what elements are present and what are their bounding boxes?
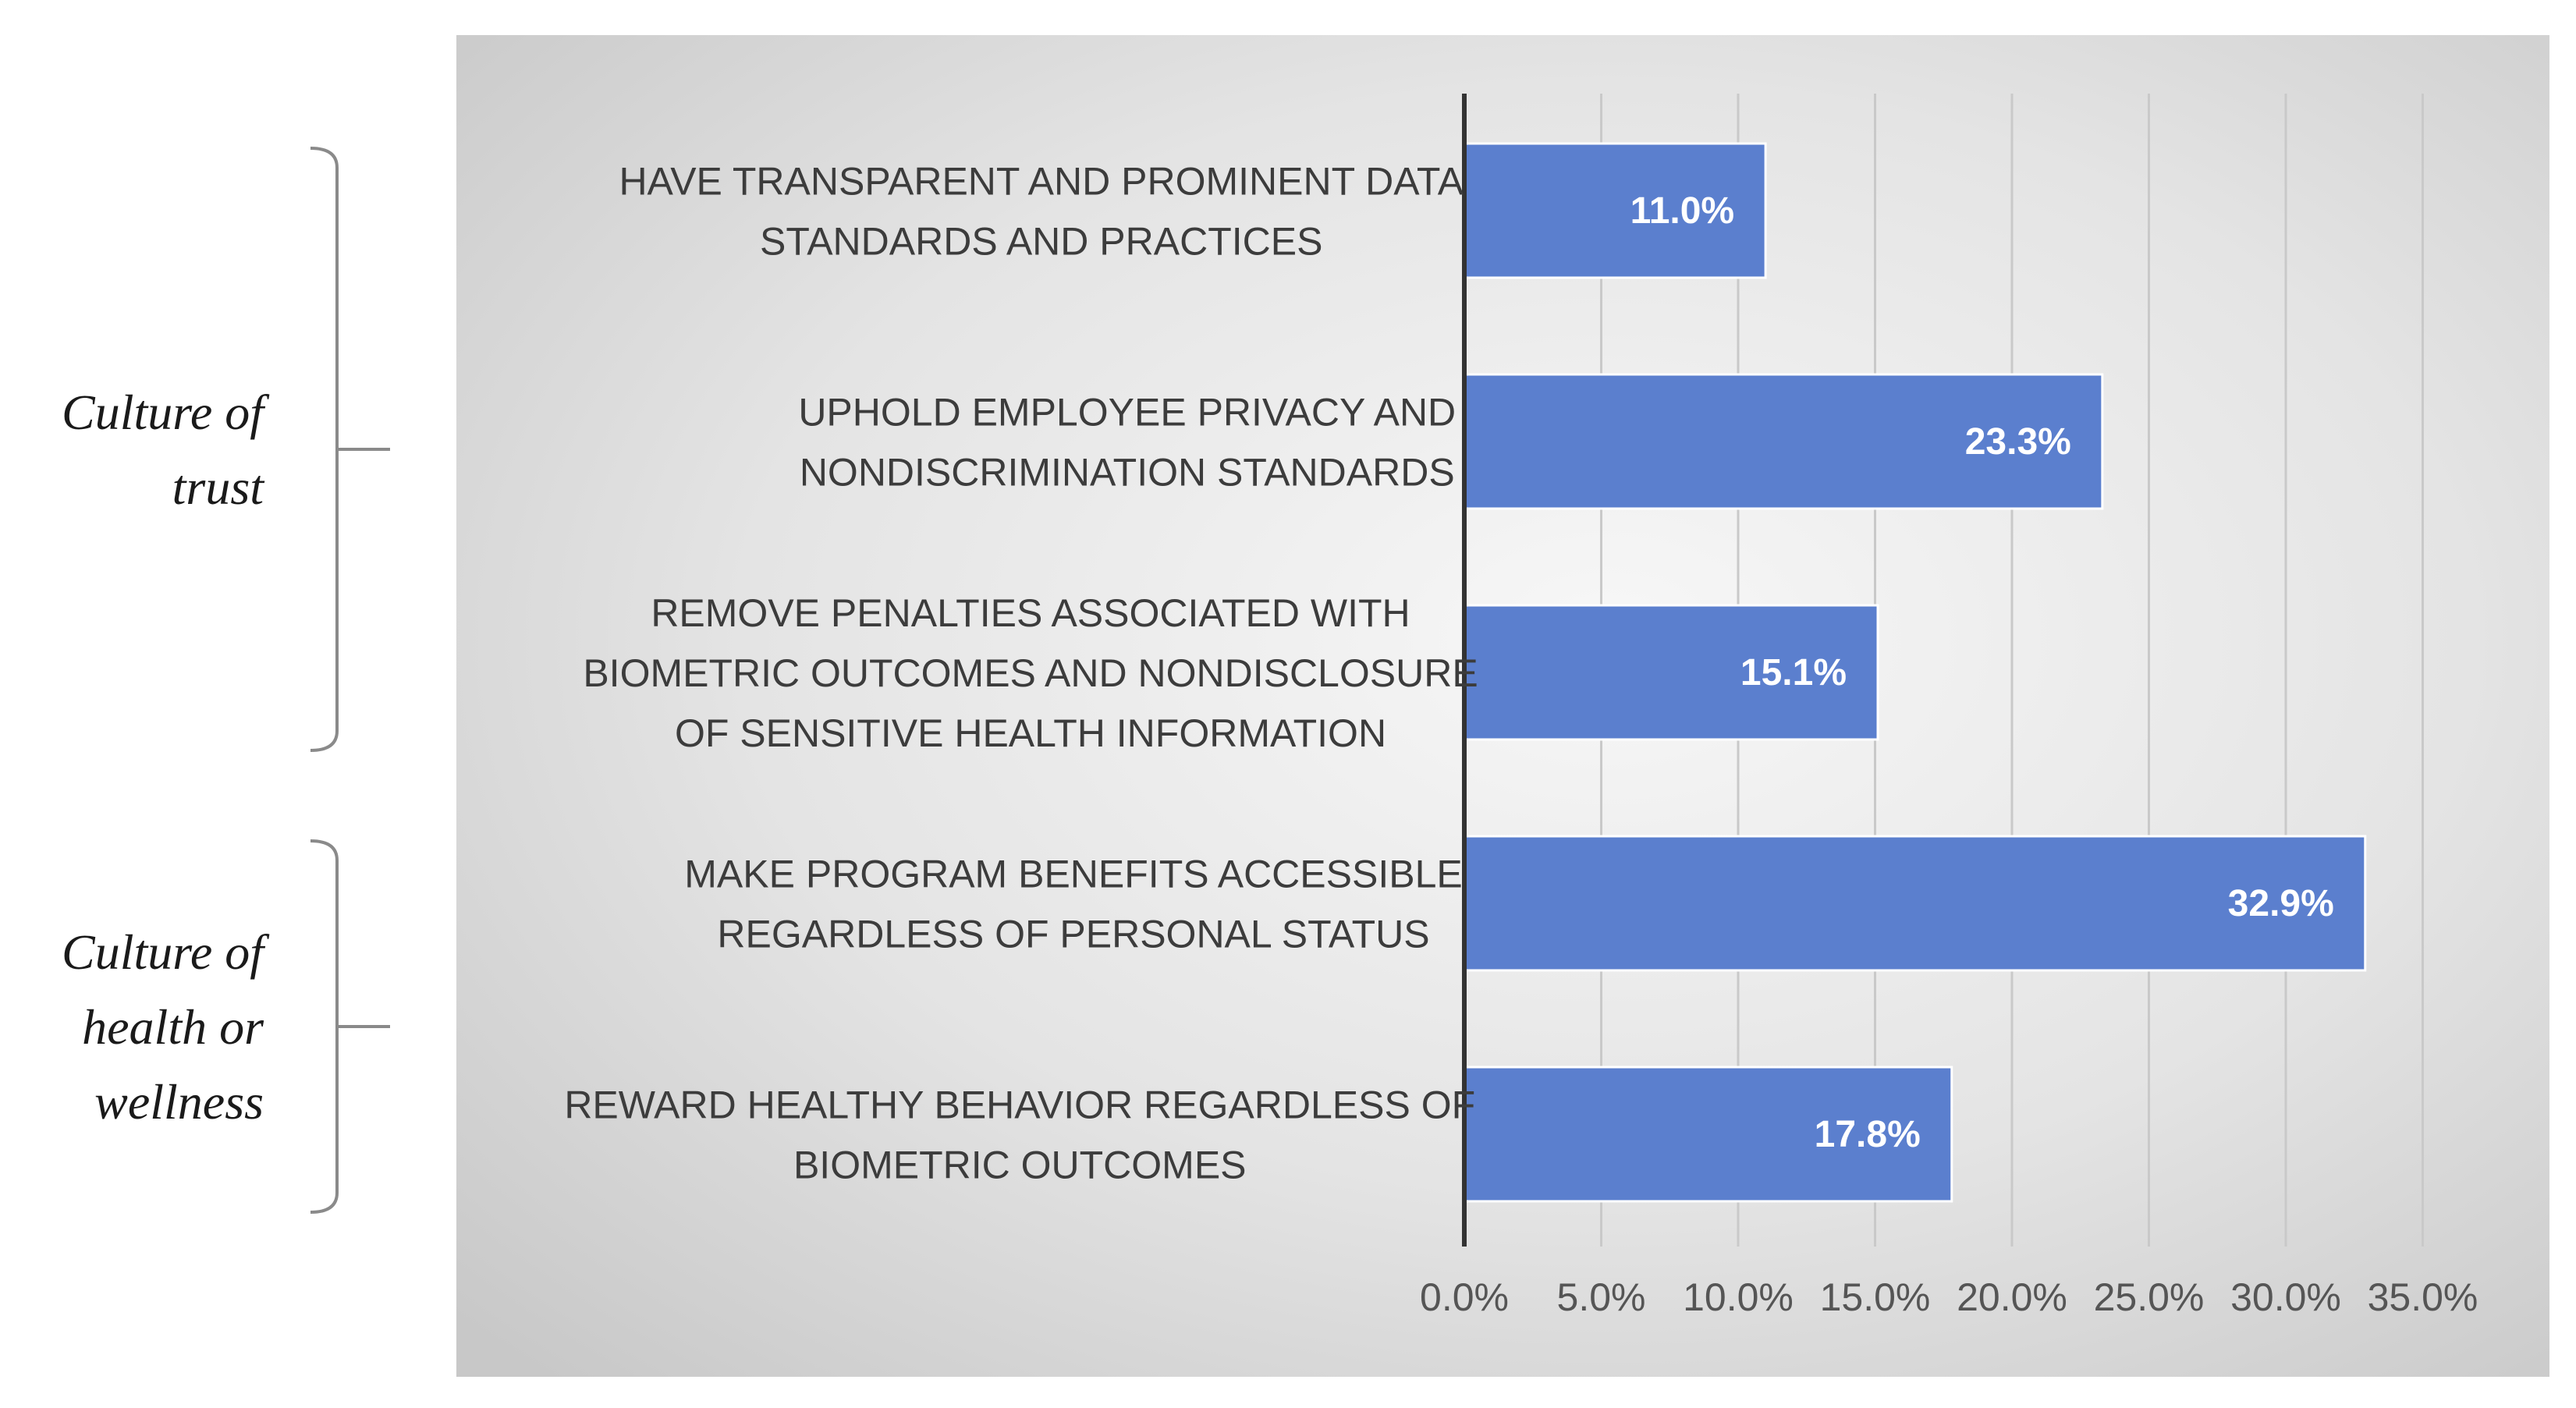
group-annotations: Culture of trust Culture of health or wellne…	[62, 147, 390, 1214]
category-label: MAKE PROGRAM BENEFITS ACCESSIBLE REGARDLE…	[684, 853, 1462, 956]
bar	[1463, 835, 2367, 972]
category-label: REMOVE PENALTIES ASSOCIATED WITH BIOMETRI…	[583, 591, 1478, 755]
group-label: Culture of trust	[62, 385, 270, 515]
data-label: 17.8%	[1815, 1114, 1921, 1155]
bars	[1463, 142, 2367, 1203]
data-label: 23.3%	[1965, 421, 2071, 463]
data-label: 11.0%	[1630, 190, 1734, 232]
group-label: Culture of health or wellness	[62, 924, 270, 1130]
x-tick-label: 0.0%	[1420, 1275, 1509, 1319]
x-tick-label: 35.0%	[2368, 1275, 2478, 1319]
bar	[1463, 142, 1767, 279]
x-tick-label: 20.0%	[1957, 1275, 2067, 1319]
x-tick-label: 25.0%	[2094, 1275, 2205, 1319]
x-tick-label: 10.0%	[1683, 1275, 1794, 1319]
x-tick-label: 30.0%	[2230, 1275, 2341, 1319]
category-label: UPHOLD EMPLOYEE PRIVACY AND NONDISCRIMINA…	[798, 391, 1456, 495]
category-label: REWARD HEALTHY BEHAVIOR REGARDLESS OF BIO…	[564, 1083, 1475, 1187]
category-label: HAVE TRANSPARENT AND PROMINENT DATA STAND…	[619, 160, 1464, 264]
data-label: 15.1%	[1740, 652, 1847, 693]
data-label: 32.9%	[2228, 883, 2334, 924]
x-tick-label: 5.0%	[1557, 1275, 1646, 1319]
axes: 0.0% 5.0% 10.0% 15.0% 20.0% 25.0% 30.0% 35.0%	[1420, 94, 2478, 1319]
labels: 11.0% HAVE TRANSPARENT AND PROMINENT DATA…	[564, 160, 2333, 1187]
group-bracket	[310, 839, 390, 1214]
x-tick-label: 15.0%	[1820, 1275, 1931, 1319]
group-bracket	[310, 147, 390, 752]
